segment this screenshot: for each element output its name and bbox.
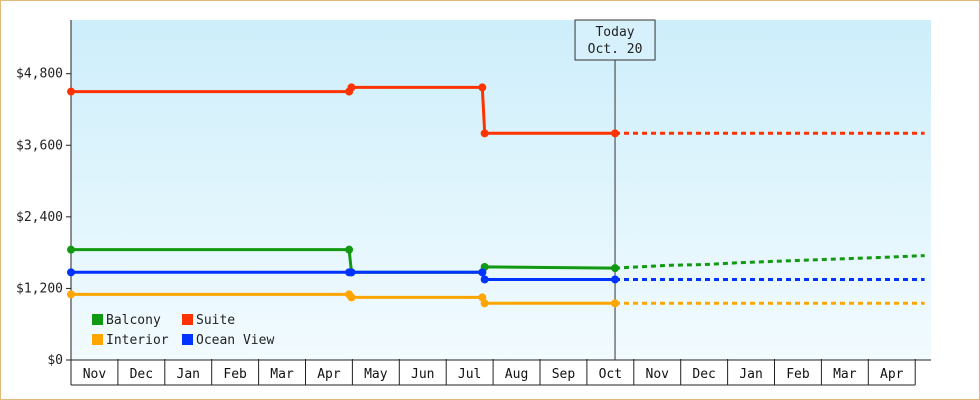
y-tick-label: $2,400 <box>16 210 63 225</box>
interior-data-point <box>611 299 620 308</box>
y-tick-label: $0 <box>47 353 63 368</box>
plot-area <box>71 20 931 360</box>
suite-data-point <box>67 87 75 96</box>
interior-data-point <box>67 290 75 299</box>
x-month-label: Apr <box>880 367 904 382</box>
balcony-data-point <box>67 245 75 254</box>
y-tick-label: $3,600 <box>16 138 63 153</box>
interior-legend-label: Interior <box>106 333 169 348</box>
today-box <box>574 19 656 61</box>
suite-legend-swatch <box>182 314 193 325</box>
balcony-legend-swatch <box>92 314 103 325</box>
x-month-label: Feb <box>223 367 247 382</box>
x-month-label: May <box>364 367 388 382</box>
x-month-label: Feb <box>786 367 810 382</box>
x-month-label: Mar <box>270 367 294 382</box>
ocean-view-data-point <box>478 268 487 277</box>
y-tick-label: $1,200 <box>16 281 63 296</box>
suite-data-point <box>480 129 489 138</box>
x-month-label: Aug <box>505 367 528 382</box>
x-month-label: Mar <box>833 367 857 382</box>
today-label: Today <box>595 25 634 40</box>
today-date-label: Oct. 20 <box>588 42 643 57</box>
x-month-label: Dec <box>130 367 153 382</box>
x-month-label: Dec <box>692 367 715 382</box>
x-month-label: Jul <box>458 367 481 382</box>
balcony-data-point <box>611 264 620 273</box>
x-month-label: Jun <box>411 367 434 382</box>
suite-legend-label: Suite <box>196 313 235 328</box>
x-month-label: Nov <box>83 367 107 382</box>
balcony-legend-label: Balcony <box>106 313 161 328</box>
ocean-view-data-point <box>480 275 489 284</box>
x-month-label: Oct <box>599 367 622 382</box>
ocean-view-data-point <box>347 268 356 277</box>
interior-data-point <box>480 299 489 308</box>
x-month-label: Jan <box>739 367 762 382</box>
ocean-view-data-point <box>67 268 75 277</box>
x-month-label: Nov <box>646 367 670 382</box>
interior-series-line <box>71 292 615 305</box>
balcony-data-point <box>345 245 354 254</box>
y-tick-label: $4,800 <box>16 67 63 82</box>
ocean-view-legend-label: Ocean View <box>196 333 274 348</box>
x-month-label: Sep <box>552 367 576 382</box>
ocean-view-data-point <box>611 275 620 284</box>
ocean-view-series-line <box>71 270 615 281</box>
x-month-label: Apr <box>317 367 341 382</box>
x-month-label: Jan <box>177 367 200 382</box>
interior-data-point <box>347 293 356 302</box>
ocean-view-legend-swatch <box>182 334 193 345</box>
suite-series-line <box>71 85 615 135</box>
suite-data-point <box>347 83 356 92</box>
balcony-projection-line <box>614 254 925 270</box>
suite-data-point <box>478 83 487 92</box>
interior-legend-swatch <box>92 334 103 345</box>
suite-data-point <box>611 129 620 138</box>
